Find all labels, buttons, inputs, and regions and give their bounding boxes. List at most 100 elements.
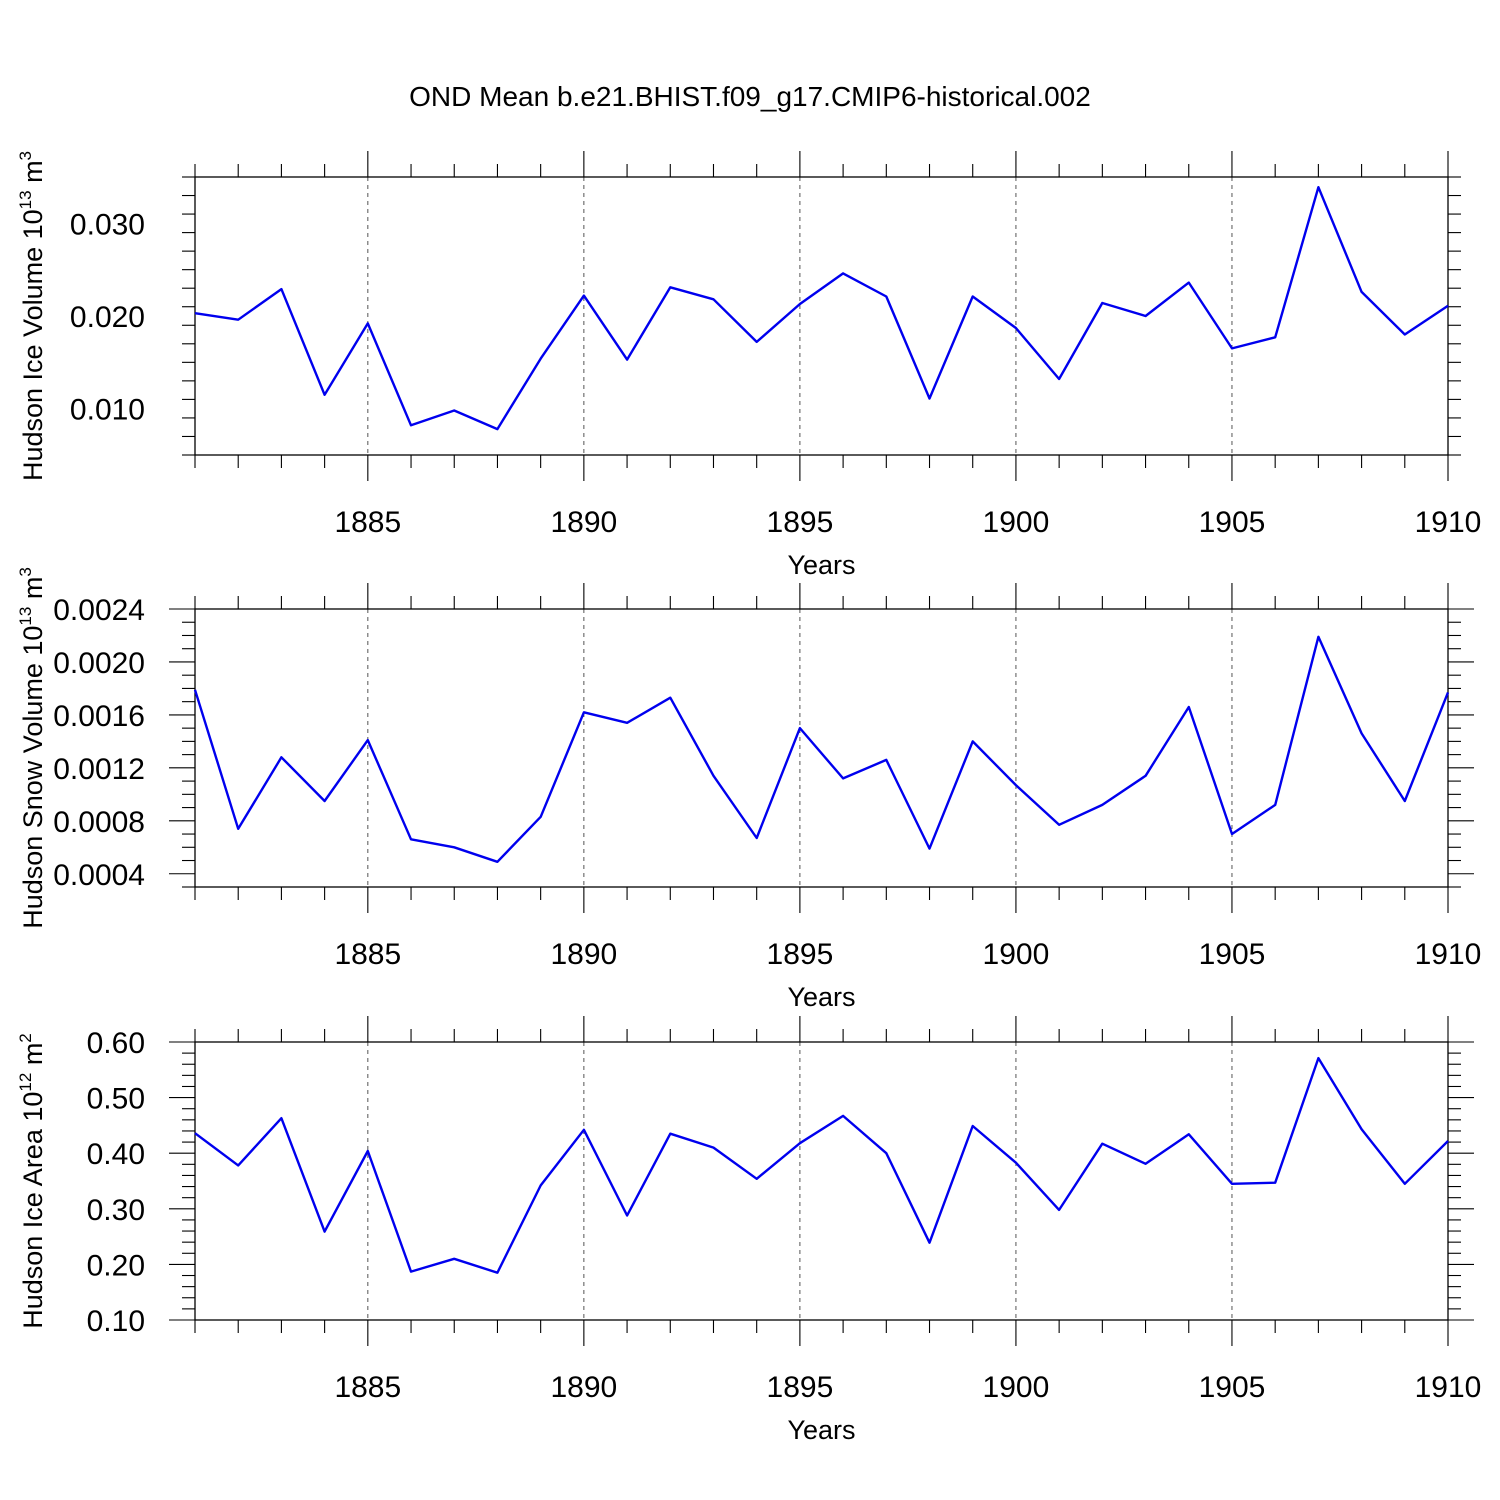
x-tick-label: 1885 (334, 938, 401, 971)
x-tick-label: 1910 (1415, 1371, 1482, 1404)
y-tick-label: 0.0004 (53, 859, 145, 892)
x-tick-label: 1895 (767, 938, 834, 971)
data-point (798, 302, 802, 306)
x-tick-label: 1910 (1415, 506, 1482, 539)
data-point (1187, 1132, 1191, 1136)
data-point (841, 776, 845, 780)
data-point (884, 758, 888, 762)
data-point (1403, 1182, 1407, 1186)
x-tick-label: 1900 (983, 506, 1050, 539)
data-point (452, 409, 456, 413)
data-point (1100, 803, 1104, 807)
data-point (236, 827, 240, 831)
panels: 0.010 0.020 0.030 1885 1890 1895 1900 1905 1910 Y… (16, 151, 1481, 1445)
data-point (539, 1183, 543, 1187)
data-point (323, 1230, 327, 1234)
x-tick-label: 1905 (1199, 506, 1266, 539)
y-tick-label: 0.40 (87, 1138, 145, 1171)
data-point (495, 860, 499, 864)
x-tick-label: 1895 (767, 1371, 834, 1404)
x-axis-label: Years (787, 982, 855, 1012)
data-point (279, 755, 283, 759)
data-point (1316, 635, 1320, 639)
data-point (625, 1213, 629, 1217)
x-tick-label: 1910 (1415, 938, 1482, 971)
x-axis-label: Years (787, 550, 855, 580)
data-point (495, 427, 499, 431)
y-tick-label: 0.0016 (53, 700, 145, 733)
plot-frame (194, 176, 1449, 456)
data-point (1316, 185, 1320, 189)
data-point (711, 774, 715, 778)
panel-ice-area: 0.10 0.20 0.30 0.40 0.50 0.60 1885 1890 1895 1900… (16, 1016, 1481, 1445)
data-point (409, 837, 413, 841)
panel-snow-volume: 0.0004 0.0008 0.0012 0.0016 0.0020 0.0024 1885… (16, 567, 1481, 1012)
data-point (928, 396, 932, 400)
data-point (625, 358, 629, 362)
data-point (409, 1270, 413, 1274)
data-point (841, 1114, 845, 1118)
data-point (1403, 799, 1407, 803)
data-point (755, 836, 759, 840)
data-point (539, 357, 543, 361)
data-point (1273, 335, 1277, 339)
data-point (1144, 314, 1148, 318)
x-tick-label: 1885 (334, 506, 401, 539)
data-point (971, 1124, 975, 1128)
data-point (366, 738, 370, 742)
y-tick-label: 0.010 (70, 394, 145, 427)
data-point (1187, 281, 1191, 285)
x-tick-label: 1890 (550, 1371, 617, 1404)
data-point (236, 1163, 240, 1167)
y-tick-label: 0.10 (87, 1305, 145, 1338)
data-point (539, 815, 543, 819)
y-tick-label: 0.20 (87, 1249, 145, 1282)
data-point (1014, 326, 1018, 330)
y-tick-label: 0.0024 (53, 594, 145, 627)
y-axis-label: Hudson Ice Area 1012 m2 (16, 1033, 48, 1329)
y-axis-label: Hudson Snow Volume 1013 m3 (16, 567, 48, 929)
data-point (323, 799, 327, 803)
y-tick-label: 0.0020 (53, 647, 145, 680)
data-point (193, 688, 197, 692)
data-point (625, 721, 629, 725)
data-point (884, 295, 888, 299)
data-point (1230, 832, 1234, 836)
data-point (1316, 1056, 1320, 1060)
data-point (495, 1271, 499, 1275)
data-point (452, 1257, 456, 1261)
data-point (1446, 1139, 1450, 1143)
panel-ice-volume: 0.010 0.020 0.030 1885 1890 1895 1900 1905 1910 Y… (16, 151, 1481, 580)
data-point (1230, 1182, 1234, 1186)
series-line-ice-area (194, 1056, 1449, 1274)
data-point (1014, 783, 1018, 787)
data-point (711, 297, 715, 301)
x-tick-label: 1895 (767, 506, 834, 539)
data-point (971, 295, 975, 299)
y-tick-label: 0.0008 (53, 806, 145, 839)
data-point (1360, 290, 1364, 294)
data-point (668, 696, 672, 700)
data-point (1014, 1161, 1018, 1165)
data-point (755, 1177, 759, 1181)
data-point (1057, 823, 1061, 827)
data-point (1144, 774, 1148, 778)
data-point (798, 1141, 802, 1145)
data-point (1403, 333, 1407, 337)
data-point (1446, 690, 1450, 694)
data-point (582, 1128, 586, 1132)
y-axis-label: Hudson Ice Volume 1013 m3 (16, 151, 48, 481)
data-point (1273, 1181, 1277, 1185)
y-tick-label: 0.0012 (53, 753, 145, 786)
y-tick-label: 0.60 (87, 1027, 145, 1060)
chart-title: OND Mean b.e21.BHIST.f09_g17.CMIP6-histo… (409, 81, 1091, 112)
x-tick-label: 1885 (334, 1371, 401, 1404)
plot-frame (194, 1041, 1449, 1321)
data-point (236, 318, 240, 322)
y-tick-label: 0.020 (70, 301, 145, 334)
data-point (884, 1151, 888, 1155)
x-tick-label: 1900 (983, 1371, 1050, 1404)
data-point (841, 271, 845, 275)
data-point (1273, 803, 1277, 807)
